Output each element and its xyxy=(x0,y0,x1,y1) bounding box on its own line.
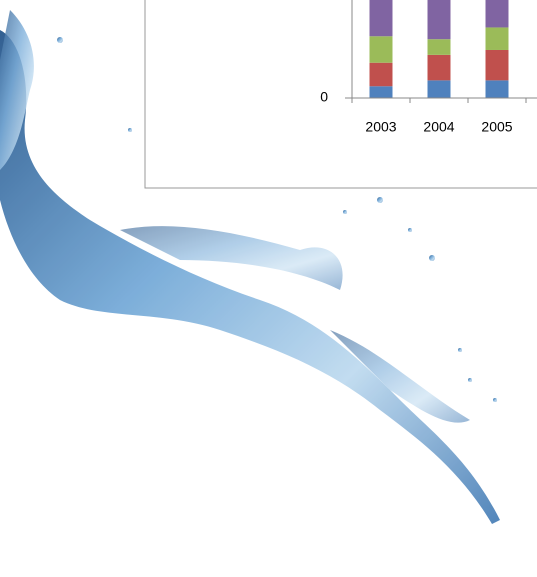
chart-frame xyxy=(144,0,537,189)
bar-segment xyxy=(369,36,393,63)
water-splash xyxy=(0,10,500,524)
bars xyxy=(369,0,509,98)
bar-segment xyxy=(485,27,509,50)
bar-segment xyxy=(485,80,509,98)
bar-segment xyxy=(369,62,393,87)
y-tick-label: 0 xyxy=(320,89,328,105)
x-tick-label: 2004 xyxy=(423,119,454,135)
x-tick-label: 2003 xyxy=(365,119,396,135)
x-tick-label: 2005 xyxy=(481,119,512,135)
bar-segment xyxy=(427,0,451,40)
bar-segment xyxy=(485,0,509,28)
bar-segment xyxy=(427,54,451,81)
bar-segment xyxy=(427,80,451,98)
bar-segment xyxy=(485,49,509,81)
bar-segment xyxy=(369,0,393,37)
chart: 0 2003 2004 2005 xyxy=(320,0,537,135)
bar-segment xyxy=(369,86,393,98)
bar-segment xyxy=(427,39,451,55)
